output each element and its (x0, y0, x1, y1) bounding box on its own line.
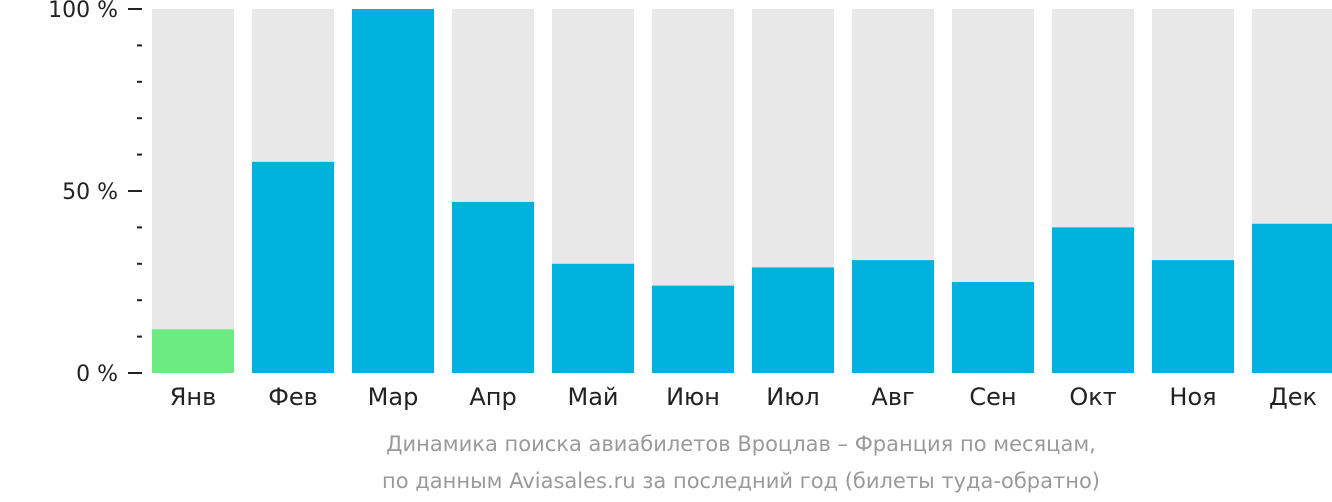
y-tick-label: 0 % (76, 362, 118, 387)
x-tick-label: Янв (170, 383, 217, 411)
x-tick-label: Ноя (1169, 383, 1216, 411)
y-tick-label: 50 % (62, 180, 118, 205)
x-tick-label: Авг (871, 383, 914, 411)
bars (152, 9, 1332, 373)
bar-5 (552, 263, 634, 373)
bar-2 (252, 161, 334, 373)
bar-10 (1052, 227, 1134, 373)
bar-11 (1152, 260, 1234, 373)
bar-4 (452, 201, 534, 373)
x-tick-label: Апр (469, 383, 516, 411)
x-tick-label: Дек (1269, 383, 1317, 411)
bar-1 (152, 329, 234, 373)
bar-6 (652, 285, 734, 373)
bar-track (152, 9, 234, 373)
bar-9 (952, 282, 1034, 373)
x-tick-label: Май (567, 383, 618, 411)
bar-12 (1252, 223, 1332, 373)
x-tick-label: Окт (1069, 383, 1116, 411)
y-tick-label: 100 % (48, 0, 118, 23)
caption-line-1: Динамика поиска авиабилетов Вроцлав – Фр… (386, 432, 1096, 456)
x-axis-labels: Янв Фев Мар Апр Май Июн Июл Авг Сен Окт Ноя Дек (170, 383, 1317, 411)
x-tick-label: Мар (368, 383, 419, 411)
y-axis: 100 % 50 % 0 % (48, 0, 142, 387)
bar-7 (752, 267, 834, 373)
bar-8 (852, 260, 934, 373)
x-tick-label: Июн (666, 383, 720, 411)
caption-line-2: по данным Aviasales.ru за последний год … (382, 469, 1100, 493)
x-tick-label: Фев (268, 383, 318, 411)
x-tick-label: Сен (969, 383, 1016, 411)
x-tick-label: Июл (766, 383, 820, 411)
bar-3 (352, 9, 434, 373)
